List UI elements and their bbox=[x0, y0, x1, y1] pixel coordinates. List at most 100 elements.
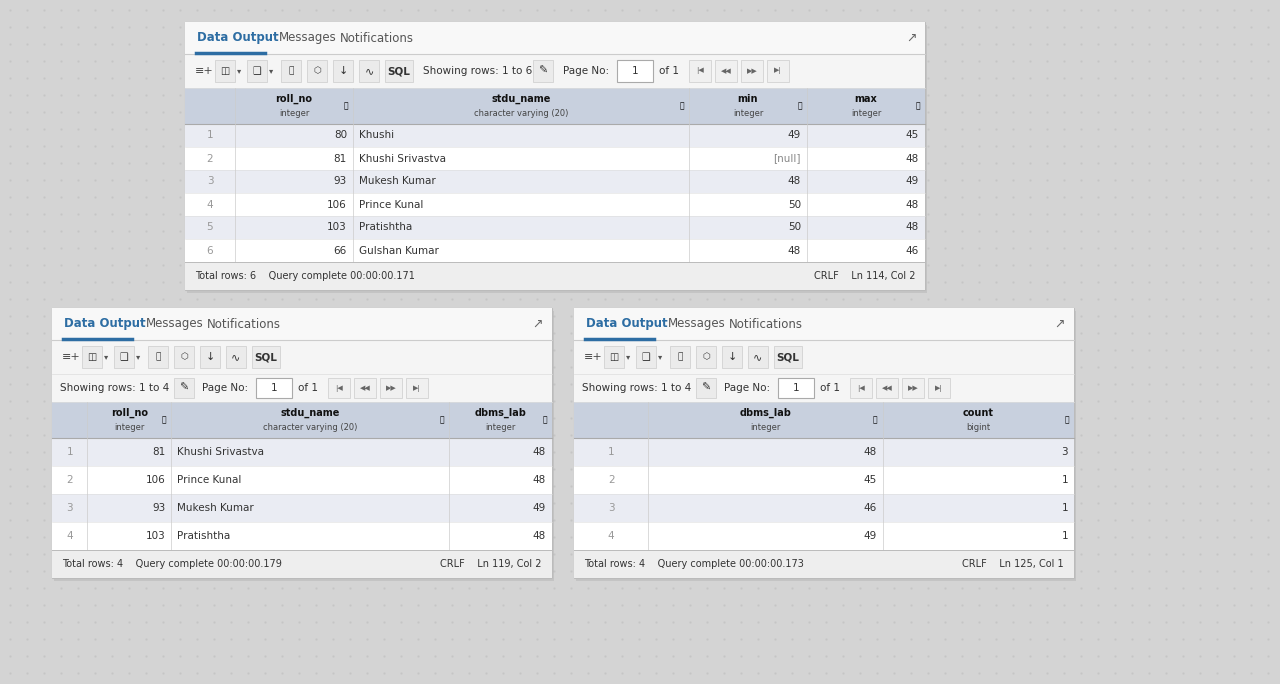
Bar bbox=[406, 378, 428, 398]
Text: Total rows: 6    Query complete 00:00:00.171: Total rows: 6 Query complete 00:00:00.17… bbox=[195, 271, 415, 281]
Text: integer: integer bbox=[750, 423, 781, 432]
Bar bbox=[82, 346, 102, 368]
Text: ✎: ✎ bbox=[701, 383, 710, 393]
Text: 48: 48 bbox=[906, 153, 919, 163]
Text: SQL: SQL bbox=[388, 66, 411, 76]
Text: ≡+: ≡+ bbox=[61, 352, 81, 362]
Text: ❑: ❑ bbox=[641, 352, 650, 362]
Text: ▶|: ▶| bbox=[774, 68, 782, 75]
Text: ∿: ∿ bbox=[754, 352, 763, 362]
Text: 49: 49 bbox=[906, 176, 919, 187]
Text: stdu_name: stdu_name bbox=[280, 408, 339, 418]
Bar bbox=[52, 374, 552, 402]
Bar bbox=[307, 60, 326, 82]
Bar bbox=[186, 147, 925, 170]
Text: ⬜: ⬜ bbox=[288, 66, 293, 75]
Text: 2: 2 bbox=[608, 475, 614, 485]
Bar bbox=[333, 60, 353, 82]
Text: ⬜: ⬜ bbox=[155, 352, 161, 362]
Text: ▶|: ▶| bbox=[936, 384, 943, 391]
Text: 3: 3 bbox=[206, 176, 214, 187]
Bar bbox=[774, 346, 803, 368]
Text: of 1: of 1 bbox=[659, 66, 678, 76]
Text: integer: integer bbox=[485, 423, 516, 432]
Text: dbms_lab: dbms_lab bbox=[475, 408, 526, 418]
Text: 1: 1 bbox=[67, 447, 73, 457]
Text: SQL: SQL bbox=[777, 352, 800, 362]
Bar bbox=[186, 22, 925, 290]
Text: min: min bbox=[737, 94, 758, 104]
Text: ≡+: ≡+ bbox=[584, 352, 603, 362]
Text: integer: integer bbox=[279, 109, 310, 118]
Text: 2: 2 bbox=[67, 475, 73, 485]
Text: ▶▶: ▶▶ bbox=[385, 385, 397, 391]
Text: 106: 106 bbox=[146, 475, 165, 485]
Text: Data Output: Data Output bbox=[64, 317, 146, 330]
Text: ▾: ▾ bbox=[626, 352, 630, 362]
Bar bbox=[215, 60, 236, 82]
Bar bbox=[52, 550, 552, 578]
Text: 3: 3 bbox=[608, 503, 614, 513]
Bar bbox=[696, 346, 716, 368]
Text: [null]: [null] bbox=[773, 153, 801, 163]
Bar bbox=[186, 124, 925, 147]
Bar bbox=[247, 60, 268, 82]
Text: CRLF    Ln 119, Col 2: CRLF Ln 119, Col 2 bbox=[440, 559, 541, 569]
Text: 5: 5 bbox=[206, 222, 214, 233]
Text: 49: 49 bbox=[787, 131, 801, 140]
Bar bbox=[617, 60, 653, 82]
Text: 6: 6 bbox=[206, 246, 214, 256]
Text: stdu_name: stdu_name bbox=[492, 94, 550, 104]
Bar bbox=[186, 170, 925, 193]
Text: 80: 80 bbox=[334, 131, 347, 140]
Text: 🔒: 🔒 bbox=[873, 415, 878, 425]
Text: 1: 1 bbox=[1061, 475, 1068, 485]
Text: ↗: ↗ bbox=[532, 317, 543, 330]
Text: 4: 4 bbox=[67, 531, 73, 541]
Bar bbox=[148, 346, 168, 368]
Bar bbox=[186, 262, 925, 290]
Text: Prince Kunal: Prince Kunal bbox=[178, 475, 242, 485]
Bar bbox=[52, 494, 552, 522]
Text: of 1: of 1 bbox=[298, 383, 317, 393]
Text: 46: 46 bbox=[863, 503, 877, 513]
Bar bbox=[573, 438, 1074, 466]
Text: ▾: ▾ bbox=[269, 66, 273, 75]
Text: character varying (20): character varying (20) bbox=[262, 423, 357, 432]
Text: Showing rows: 1 to 4: Showing rows: 1 to 4 bbox=[60, 383, 169, 393]
Text: ⬡: ⬡ bbox=[180, 352, 188, 362]
Text: ↗: ↗ bbox=[1055, 317, 1065, 330]
Bar bbox=[355, 378, 376, 398]
Text: ▾: ▾ bbox=[658, 352, 662, 362]
Text: 48: 48 bbox=[532, 531, 547, 541]
Bar bbox=[604, 346, 625, 368]
Text: 1: 1 bbox=[632, 66, 639, 76]
Text: Data Output: Data Output bbox=[586, 317, 668, 330]
Bar bbox=[186, 193, 925, 216]
Text: ❑: ❑ bbox=[119, 352, 128, 362]
Bar bbox=[876, 378, 899, 398]
Text: Notifications: Notifications bbox=[728, 317, 803, 330]
Text: 4: 4 bbox=[608, 531, 614, 541]
Bar bbox=[186, 239, 925, 262]
Bar bbox=[573, 466, 1074, 494]
Text: CRLF    Ln 125, Col 1: CRLF Ln 125, Col 1 bbox=[963, 559, 1064, 569]
Text: ✎: ✎ bbox=[179, 383, 188, 393]
Text: bigint: bigint bbox=[966, 423, 991, 432]
Text: Showing rows: 1 to 4: Showing rows: 1 to 4 bbox=[582, 383, 691, 393]
Bar bbox=[187, 25, 927, 293]
Bar bbox=[573, 522, 1074, 550]
Text: 48: 48 bbox=[787, 176, 801, 187]
Text: 103: 103 bbox=[328, 222, 347, 233]
Bar bbox=[722, 346, 742, 368]
Bar bbox=[54, 311, 554, 581]
Text: 48: 48 bbox=[863, 447, 877, 457]
Text: Pratishtha: Pratishtha bbox=[358, 222, 412, 233]
Text: ◫: ◫ bbox=[609, 352, 618, 362]
Bar bbox=[328, 378, 349, 398]
Text: 1: 1 bbox=[206, 131, 214, 140]
Text: integer: integer bbox=[732, 109, 763, 118]
Text: Showing rows: 1 to 6: Showing rows: 1 to 6 bbox=[422, 66, 532, 76]
Text: ↓: ↓ bbox=[727, 352, 737, 362]
Text: 66: 66 bbox=[334, 246, 347, 256]
